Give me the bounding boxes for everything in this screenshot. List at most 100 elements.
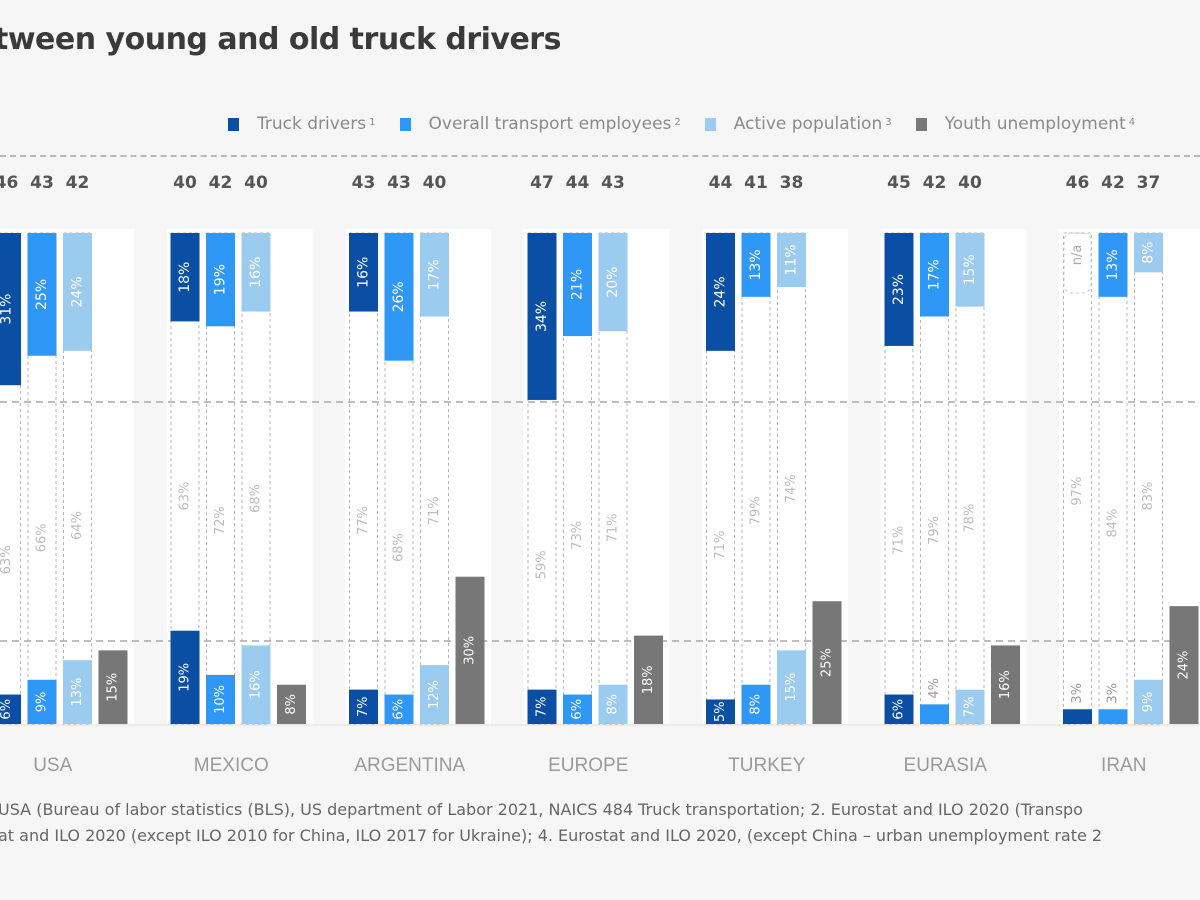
youth-unemployment-label: 8% bbox=[284, 694, 299, 715]
bottom-segment-bar bbox=[27, 679, 57, 724]
bottom-segment-bar bbox=[920, 704, 949, 724]
top-segment-bar bbox=[1134, 233, 1163, 273]
middle-segment-label: 66% bbox=[35, 523, 50, 552]
top-segment-bar bbox=[384, 233, 414, 361]
bottom-segment-label: 5% bbox=[713, 701, 728, 722]
bottom-segment-label: 3% bbox=[1070, 683, 1085, 704]
legend-label: Youth unemployment bbox=[944, 114, 1126, 134]
middle-segment-label: 83% bbox=[1141, 482, 1156, 511]
middle-segment-label: 72% bbox=[213, 506, 228, 535]
category-label: ARGENTINA bbox=[354, 755, 465, 776]
middle-segment-label: 63% bbox=[0, 545, 14, 574]
bottom-segment-label: 7% bbox=[535, 697, 550, 718]
average-age-label: 42 bbox=[923, 173, 947, 193]
header-divider bbox=[0, 155, 1200, 157]
top-segment-label: 23% bbox=[891, 274, 907, 305]
bottom-segment-label: 7% bbox=[963, 697, 978, 718]
bottom-segment-bar bbox=[206, 674, 235, 724]
middle-segment-label: 84% bbox=[1106, 509, 1121, 538]
footnote-line-2: at and ILO 2020 (except ILO 2010 for Chi… bbox=[0, 826, 1103, 845]
top-segment-bar bbox=[0, 233, 21, 386]
category-label: MEXICO bbox=[194, 755, 269, 776]
bottom-segment-label: 9% bbox=[35, 692, 50, 713]
average-age-label: 44 bbox=[709, 173, 733, 193]
bottom-segment-label: 6% bbox=[892, 699, 907, 720]
middle-segment-outline bbox=[1063, 232, 1092, 725]
top-segment-label: 24% bbox=[713, 276, 729, 307]
top-segment-label: 17% bbox=[427, 259, 443, 290]
bottom-segment-bar bbox=[420, 665, 449, 724]
middle-segment-label: 71% bbox=[606, 514, 621, 543]
top-segment-label: 13% bbox=[748, 249, 764, 280]
youth-unemployment-label: 15% bbox=[106, 673, 121, 702]
chart-legend: Truck drivers 1 Overall transport employe… bbox=[228, 114, 1159, 134]
bottom-segment-bar bbox=[884, 694, 914, 724]
middle-segment-label: 73% bbox=[570, 521, 585, 550]
bottom-segment-label: 4% bbox=[927, 678, 942, 699]
average-age-label: 43 bbox=[352, 173, 376, 193]
category-label: USA bbox=[33, 755, 72, 776]
legend-item-youth-unemployment: Youth unemployment 4 bbox=[915, 114, 1135, 134]
top-segment-bar bbox=[598, 233, 628, 332]
top-segment-label: 13% bbox=[1105, 249, 1121, 280]
category-label: EURASIA bbox=[904, 755, 988, 776]
middle-segment-label: 74% bbox=[784, 474, 799, 503]
top-segment-bar bbox=[206, 233, 235, 327]
average-age-label: 41 bbox=[744, 173, 768, 193]
middle-segment-label: 79% bbox=[749, 496, 764, 525]
category-label: IRAN bbox=[1101, 755, 1146, 776]
top-segment-bar bbox=[884, 233, 914, 346]
bottom-segment-bar bbox=[1063, 709, 1092, 724]
middle-segment-label: 97% bbox=[1070, 477, 1085, 506]
legend-swatch bbox=[228, 117, 239, 131]
top-segment-label: 25% bbox=[34, 279, 50, 310]
top-segment-label: 19% bbox=[213, 264, 229, 295]
middle-segment-label: 68% bbox=[249, 484, 264, 513]
average-age-label: 37 bbox=[1137, 173, 1161, 193]
middle-segment-label: 77% bbox=[356, 506, 371, 535]
top-segment-bar bbox=[955, 233, 985, 307]
top-segment-bar bbox=[241, 233, 271, 312]
average-age-label: 42 bbox=[66, 173, 90, 193]
legend-label: Truck drivers bbox=[257, 114, 367, 134]
middle-segment-label: 63% bbox=[178, 482, 193, 511]
bottom-segment-bar bbox=[0, 694, 21, 724]
bottom-segment-bar bbox=[241, 645, 271, 724]
average-age-label: 44 bbox=[566, 173, 590, 193]
middle-segment-label: 64% bbox=[70, 511, 85, 540]
middle-segment-label: 68% bbox=[392, 533, 407, 562]
legend-footnote-ref: 3 bbox=[885, 116, 892, 128]
bottom-segment-bar bbox=[955, 689, 985, 724]
bottom-segment-label: 6% bbox=[570, 699, 585, 720]
bottom-segment-bar bbox=[598, 684, 628, 724]
top-segment-label: 16% bbox=[356, 257, 372, 288]
average-age-label: 42 bbox=[1101, 173, 1125, 193]
legend-swatch bbox=[915, 117, 927, 131]
youth-unemployment-bar bbox=[634, 635, 663, 724]
middle-segment-label: 59% bbox=[535, 550, 550, 579]
top-segment-label: 34% bbox=[534, 301, 550, 332]
bottom-segment-label: 6% bbox=[392, 699, 407, 720]
bottom-segment-label: 12% bbox=[427, 680, 442, 709]
average-age-label: 46 bbox=[0, 173, 18, 193]
bottom-segment-bar bbox=[384, 694, 414, 724]
top-segment-bar bbox=[63, 233, 92, 351]
bottom-segment-bar bbox=[1098, 709, 1128, 724]
average-age-label: 47 bbox=[530, 173, 554, 193]
youth-unemployment-bar bbox=[277, 684, 306, 724]
top-segment-bar bbox=[741, 233, 771, 297]
bottom-segment-bar bbox=[741, 684, 771, 724]
bottom-segment-bar bbox=[170, 630, 200, 724]
top-segment-label: 26% bbox=[391, 281, 407, 312]
legend-item-truck-drivers: Truck drivers 1 bbox=[228, 114, 376, 134]
top-segment-label: 20% bbox=[605, 267, 621, 298]
bottom-segment-bar bbox=[349, 689, 378, 724]
average-age-label: 45 bbox=[887, 173, 911, 193]
youth-unemployment-label: 24% bbox=[1177, 651, 1192, 680]
bottom-segment-label: 13% bbox=[70, 678, 85, 707]
top-segment-bar bbox=[1098, 233, 1128, 297]
bottom-segment-bar bbox=[777, 650, 806, 724]
bottom-segment-label: 9% bbox=[1141, 692, 1156, 713]
top-segment-label: 24% bbox=[70, 276, 86, 307]
country-group-eurasia: 45 42 40 EURASIA bbox=[884, 173, 1020, 776]
